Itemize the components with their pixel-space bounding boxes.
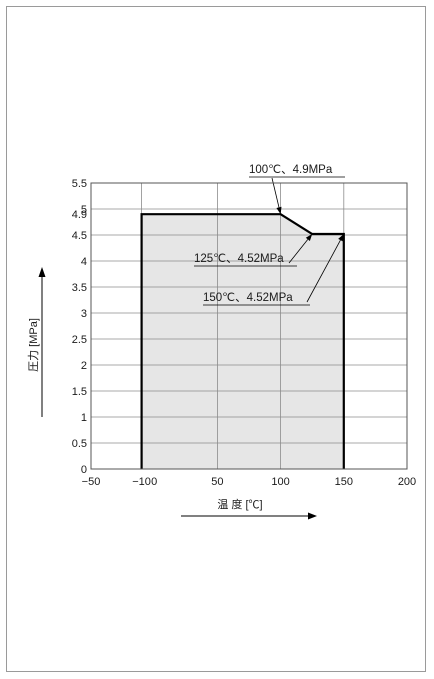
x-axis-arrow-head: [308, 512, 317, 520]
annotation-leader: [306, 239, 341, 303]
x-tick-label: 200: [398, 476, 416, 488]
x-tick-label: −50: [82, 476, 101, 488]
y-tick-label: 4: [81, 256, 87, 268]
y-tick-label: 1.5: [72, 386, 87, 398]
x-tick-label: 150: [335, 476, 353, 488]
annotation-leader: [271, 177, 280, 208]
x-tick-label: 0: [151, 476, 157, 488]
y-tick-label: 2: [81, 360, 87, 372]
x-tick-label: 100: [271, 476, 289, 488]
y-tick-label: 1: [81, 412, 87, 424]
y-tick-label: 0.5: [72, 438, 87, 450]
y-tick-label: 0: [81, 464, 87, 476]
annotation-label: 100℃、4.9MPa: [249, 164, 333, 176]
annotation-label: 150℃、4.52MPa: [203, 292, 293, 304]
x-tick-label: 50: [211, 476, 223, 488]
y-tick-label: 4.5: [72, 230, 87, 242]
series-line: [140, 213, 345, 469]
annotation-arrowhead: [305, 233, 313, 242]
y-tick-label: 2.5: [72, 334, 87, 346]
y-tick-label: 3.5: [72, 282, 87, 294]
y-axis-title: 圧力 [MPa]: [27, 318, 40, 372]
annotation-arrowhead: [338, 233, 344, 242]
annotation-leader: [288, 239, 309, 264]
operating-region-fill: [141, 214, 344, 469]
plot-frame: [90, 182, 408, 470]
y-tick-label: 5.5: [72, 178, 87, 190]
annotation-label: 125℃、4.52MPa: [194, 253, 284, 265]
y-tick-label: 5: [81, 204, 87, 216]
y-axis-arrow-head: [38, 267, 46, 277]
y-tick-label: 4.9: [72, 209, 87, 221]
annotation-arrowhead: [276, 206, 282, 215]
x-axis-title: 温 度 [℃]: [217, 497, 262, 511]
y-tick-label: 3: [81, 308, 87, 320]
x-tick-label: −10: [132, 476, 151, 488]
